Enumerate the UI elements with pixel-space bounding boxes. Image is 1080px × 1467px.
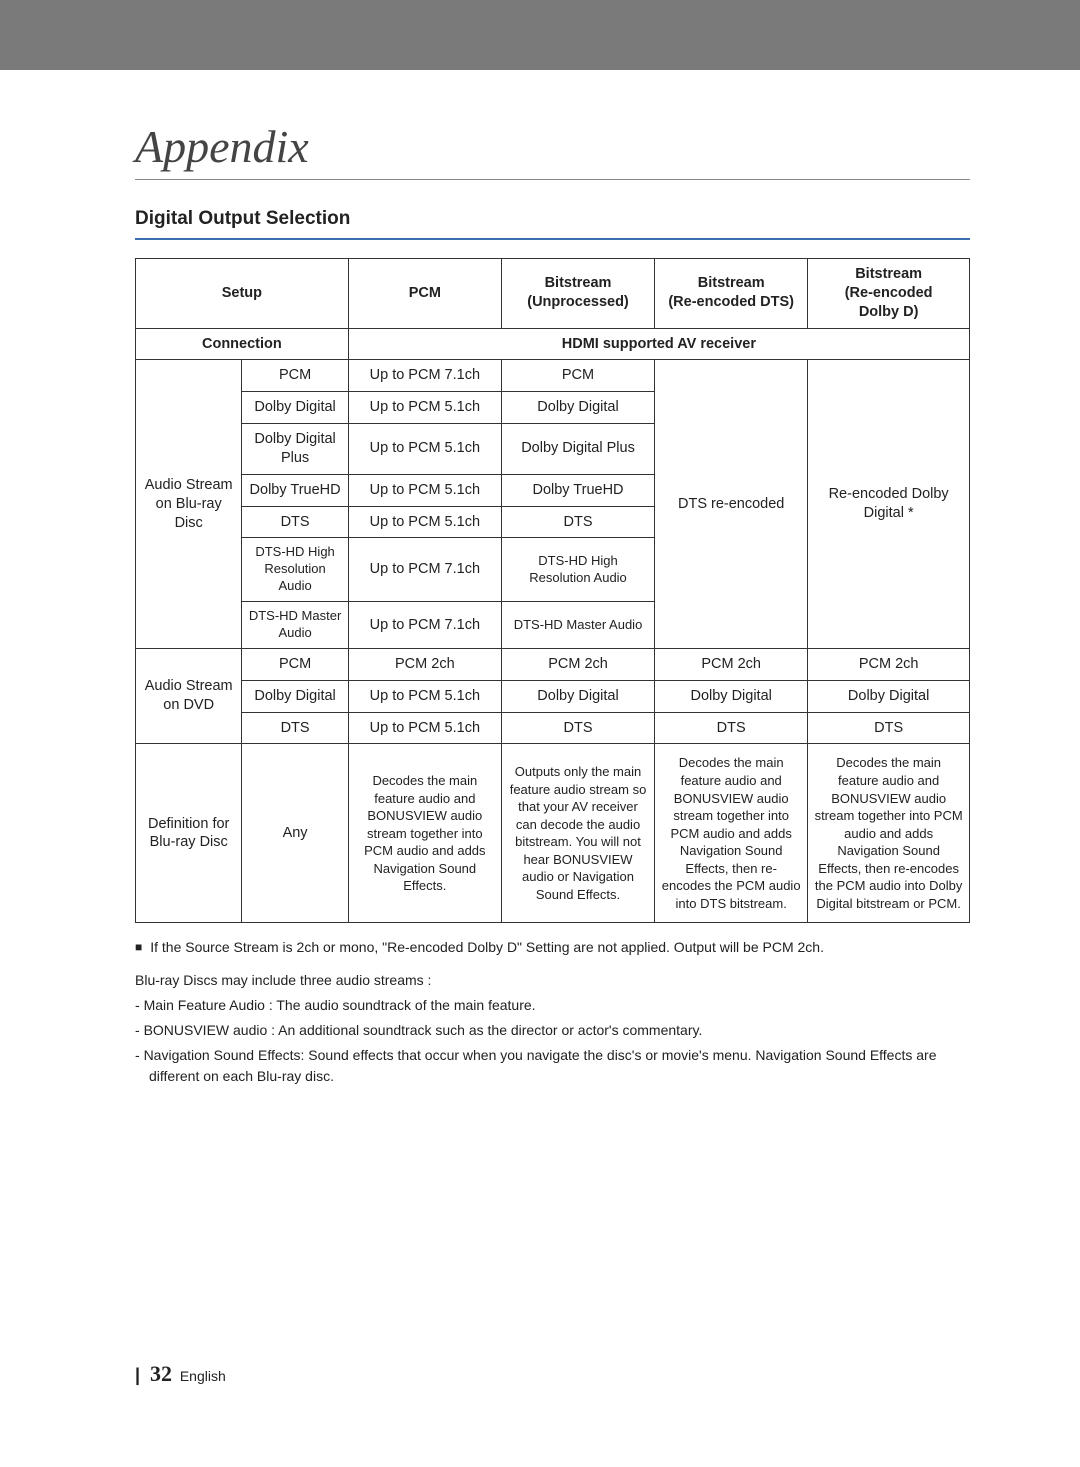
hdr-setup: Setup [136,259,349,329]
bd-pcm-4: Up to PCM 5.1ch [348,506,501,538]
bd-fmt-5: DTS-HD High Resolution Audio [242,538,348,602]
dvd-pcm-2: Up to PCM 5.1ch [348,712,501,744]
streams-list: Main Feature Audio : The audio soundtrac… [135,995,970,1087]
bd-pcm-2: Up to PCM 5.1ch [348,424,501,475]
dvd-pcm-0: PCM 2ch [348,648,501,680]
bd-pcm-1: Up to PCM 5.1ch [348,392,501,424]
hdr-bs-dts: Bitstream (Re-encoded DTS) [655,259,808,329]
bd-unp-5: DTS-HD High Resolution Audio [501,538,654,602]
hdr-bs-dts-l2: (Re-encoded DTS) [668,294,794,310]
page-footer: | 32 English [135,1361,226,1387]
bd-unp-3: Dolby TrueHD [501,474,654,506]
note-bullet-text: If the Source Stream is 2ch or mono, "Re… [150,937,824,958]
bd-fmt-3: Dolby TrueHD [242,474,348,506]
dvd-unp-1: Dolby Digital [501,680,654,712]
rowgroup-dvd: Audio Stream on DVD [136,648,242,744]
bd-fmt-4: DTS [242,506,348,538]
bd-unp-6: DTS-HD Master Audio [501,602,654,649]
hdr-bs-dd-l1: Bitstream [855,266,922,282]
dvd-fmt-2: DTS [242,712,348,744]
bd-pcm-6: Up to PCM 7.1ch [348,602,501,649]
dvd-pcm-1: Up to PCM 5.1ch [348,680,501,712]
bd-unp-2: Dolby Digital Plus [501,424,654,475]
bd-fmt-6: DTS-HD Master Audio [242,602,348,649]
def-dts: Decodes the main feature audio and BONUS… [655,744,808,923]
bd-unp-4: DTS [501,506,654,538]
footer-page-number: 32 [150,1361,172,1386]
bd-pcm-5: Up to PCM 7.1ch [348,538,501,602]
rowgroup-bd: Audio Stream on Blu-ray Disc [136,360,242,649]
stream-item-1: BONUSVIEW audio : An additional soundtra… [135,1020,970,1041]
dvd-unp-2: DTS [501,712,654,744]
bd-dts-re: DTS re-encoded [655,360,808,649]
hdr-bs-unproc-l1: Bitstream [545,275,612,291]
digital-output-table: Setup PCM Bitstream (Unprocessed) Bitstr… [135,258,970,923]
hdr-bs-unproc: Bitstream (Unprocessed) [501,259,654,329]
bd-fmt-2: Dolby Digital Plus [242,424,348,475]
note-bullet-icon: ■ [135,937,142,958]
footer-lang: English [180,1368,226,1384]
hdr-bs-dd: Bitstream (Re-encoded Dolby D) [808,259,970,329]
dvd-dts-0: PCM 2ch [655,648,808,680]
dvd-dts-2: DTS [655,712,808,744]
rowgroup-def: Definition for Blu-ray Disc [136,744,242,923]
dvd-dts-1: Dolby Digital [655,680,808,712]
page-title: Appendix [135,120,970,180]
hdr-bs-dts-l1: Bitstream [698,275,765,291]
dvd-unp-0: PCM 2ch [501,648,654,680]
stream-item-0: Main Feature Audio : The audio soundtrac… [135,995,970,1016]
def-any: Any [242,744,348,923]
top-bar [0,0,1080,70]
section-title: Digital Output Selection [135,208,970,240]
bd-unp-0: PCM [501,360,654,392]
def-dd: Decodes the main feature audio and BONUS… [808,744,970,923]
bd-pcm-0: Up to PCM 7.1ch [348,360,501,392]
hdr-bs-unproc-l2: (Unprocessed) [527,294,629,310]
bd-unp-1: Dolby Digital [501,392,654,424]
hdr-hdmi: HDMI supported AV receiver [348,328,969,360]
def-pcm: Decodes the main feature audio and BONUS… [348,744,501,923]
bd-fmt-0: PCM [242,360,348,392]
hdr-connection: Connection [136,328,349,360]
dvd-fmt-1: Dolby Digital [242,680,348,712]
dvd-dd-0: PCM 2ch [808,648,970,680]
bd-dd-re: Re-encoded Dolby Digital * [808,360,970,649]
bd-fmt-1: Dolby Digital [242,392,348,424]
footer-bar-icon: | [135,1365,140,1385]
streams-intro: Blu-ray Discs may include three audio st… [135,970,970,991]
def-unp: Outputs only the main feature audio stre… [501,744,654,923]
bd-pcm-3: Up to PCM 5.1ch [348,474,501,506]
dvd-dd-2: DTS [808,712,970,744]
hdr-pcm: PCM [348,259,501,329]
hdr-bs-dd-l3: Dolby D) [859,304,919,320]
hdr-bs-dd-l2: (Re-encoded [845,285,933,301]
stream-item-2: Navigation Sound Effects: Sound effects … [135,1045,970,1087]
dvd-fmt-0: PCM [242,648,348,680]
dvd-dd-1: Dolby Digital [808,680,970,712]
